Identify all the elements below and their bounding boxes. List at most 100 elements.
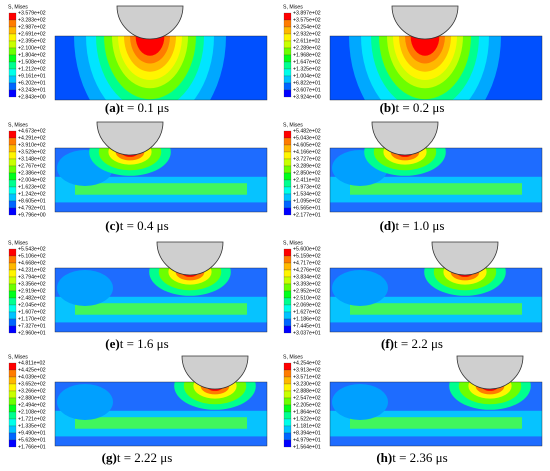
indenter (431, 241, 499, 276)
legend-label: +1.721e+02 (18, 416, 46, 422)
caption-text: t = 2.22 μs (117, 450, 172, 465)
legend-label: +3.727e+02 (293, 156, 321, 162)
legend-label: +2.004e+02 (18, 177, 46, 183)
legend-title: S, Mises (283, 4, 303, 10)
caption-label: (g) (102, 450, 117, 465)
legend-swatch (283, 318, 292, 327)
legend-swatch (283, 193, 292, 202)
legend-swatch (283, 418, 292, 427)
caption-text: t = 2.36 μs (392, 450, 447, 465)
panel: S, Mises+3.579e+02+3.283e+02+2.987e+02+2… (8, 4, 268, 115)
indenter (181, 355, 249, 390)
legend-label: +2.691e+02 (18, 31, 46, 37)
legend-label: +4.717e+02 (293, 260, 321, 266)
caption-label: (h) (376, 450, 392, 465)
legend-label: +1.864e+02 (293, 409, 321, 415)
legend-label: +6.202e+01 (18, 80, 46, 86)
legend-swatch (283, 269, 292, 278)
panel: S, Mises+5.482e+02+5.043e+02+4.605e+02+4… (283, 121, 543, 233)
legend-swatch (283, 325, 292, 334)
legend-label: +1.647e+02 (293, 59, 321, 65)
legend-swatch (283, 61, 292, 70)
legend-swatch (283, 151, 292, 160)
legend-label: +4.668e+02 (18, 260, 46, 266)
legend-label: +2.850e+02 (293, 170, 321, 176)
legend-swatch (8, 255, 17, 264)
legend-swatch (283, 33, 292, 42)
legend-label: +3.283e+02 (18, 17, 46, 23)
legend-swatch (283, 158, 292, 167)
legend-label: +1.968e+02 (293, 52, 321, 58)
indenter (371, 121, 439, 156)
legend-label: +4.605e+02 (293, 142, 321, 148)
legend-label: +3.571e+02 (293, 374, 321, 380)
caption-label: (d) (380, 218, 396, 233)
legend-swatch (8, 269, 17, 278)
panel: S, Mises+3.897e+02+3.575e+02+3.254e+02+2… (283, 4, 543, 115)
legend-label: +3.529e+02 (18, 149, 46, 155)
legend-swatch (8, 61, 17, 70)
legend-swatch (8, 179, 17, 188)
legend-label: +8.605e+01 (18, 198, 46, 204)
legend-label: +1.508e+02 (18, 59, 46, 65)
legend-swatch (8, 390, 17, 399)
legend-label: +2.045e+02 (18, 302, 46, 308)
legend-label: +1.564e+01 (293, 444, 321, 450)
legend-label: +8.394e+01 (293, 430, 321, 436)
legend-swatch (8, 12, 17, 21)
legend-swatch (8, 362, 17, 371)
legend-swatch (283, 200, 292, 209)
legend-swatch (283, 276, 292, 285)
legend-label: +1.627e+02 (293, 309, 321, 315)
legend-swatch (8, 376, 17, 385)
caption-label: (b) (380, 100, 396, 115)
legend-label: +1.325e+02 (293, 66, 321, 72)
caption: (e)t = 1.6 μs (105, 336, 168, 351)
legend-label: +4.231e+02 (18, 267, 46, 273)
legend-swatch (8, 432, 17, 441)
indenter (116, 5, 184, 40)
legend-label: +3.037e+01 (293, 330, 321, 336)
legend-swatch (283, 26, 292, 35)
caption-label: (c) (105, 218, 119, 233)
body (330, 148, 542, 212)
legend-label: +1.181e+02 (293, 423, 321, 429)
legend-swatch (8, 158, 17, 167)
legend-swatch (283, 369, 292, 378)
indenter (96, 121, 164, 156)
caption-text: t = 0.4 μs (120, 218, 169, 233)
contour (350, 303, 522, 315)
legend-swatch (283, 137, 292, 146)
legend-label: +5.043e+02 (293, 135, 321, 141)
legend-swatch (8, 130, 17, 139)
legend-swatch (283, 390, 292, 399)
indenter (391, 5, 459, 40)
legend-swatch (283, 432, 292, 441)
legend-swatch (8, 207, 17, 216)
legend-label: +1.534e+02 (293, 191, 321, 197)
legend-label: +1.095e+02 (293, 198, 321, 204)
legend-swatch (283, 165, 292, 174)
legend-swatch (8, 19, 17, 28)
legend-label: +1.004e+02 (293, 73, 321, 79)
legend-label: +3.913e+02 (293, 367, 321, 373)
legend-label: +2.888e+02 (293, 388, 321, 394)
legend-label: +5.482e+02 (293, 128, 321, 134)
body (330, 268, 542, 332)
legend-label: +2.952e+02 (293, 288, 321, 294)
legend-swatch (8, 47, 17, 56)
legend-swatch (283, 68, 292, 77)
legend-swatch (283, 425, 292, 434)
panel: S, Mises+5.600e+02+5.159e+02+4.717e+02+4… (283, 240, 543, 351)
caption-label: (e) (105, 336, 119, 351)
legend-swatch (283, 383, 292, 392)
body (330, 382, 542, 446)
legend-swatch (8, 186, 17, 195)
legend-label: +3.266e+02 (18, 388, 46, 394)
legend-label: +2.177e+01 (293, 212, 321, 218)
legend-label: +1.522e+02 (293, 416, 321, 422)
legend-label: +4.291e+02 (18, 135, 46, 141)
caption: (h)t = 2.36 μs (376, 450, 447, 465)
legend-title: S, Mises (8, 240, 28, 246)
